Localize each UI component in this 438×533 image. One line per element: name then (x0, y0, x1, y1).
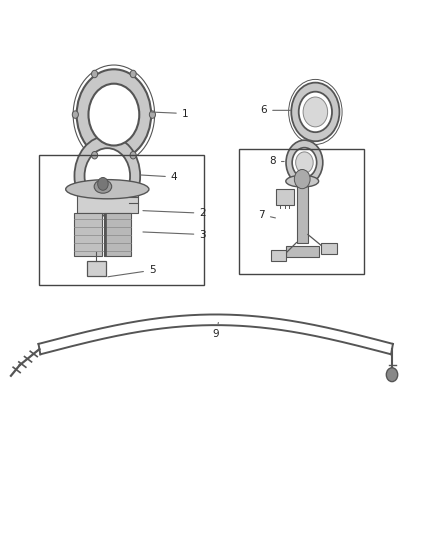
Circle shape (296, 152, 313, 173)
Circle shape (74, 136, 140, 216)
Circle shape (88, 84, 139, 146)
Bar (297, 181, 308, 243)
Bar (271, 250, 286, 261)
Text: 8: 8 (269, 157, 284, 166)
Text: 7: 7 (258, 210, 276, 220)
Bar (104, 213, 131, 256)
Circle shape (92, 151, 98, 159)
Circle shape (291, 83, 339, 141)
Bar (77, 189, 138, 213)
Circle shape (77, 69, 151, 160)
Circle shape (286, 140, 323, 185)
Bar (239, 149, 364, 274)
Bar (74, 213, 102, 256)
Circle shape (85, 148, 130, 204)
Text: 6: 6 (261, 106, 291, 115)
Bar (276, 189, 294, 205)
Ellipse shape (286, 175, 318, 187)
Text: 1: 1 (152, 109, 188, 118)
Circle shape (98, 177, 108, 190)
Circle shape (292, 148, 317, 177)
Bar (39, 155, 204, 285)
Text: 9: 9 (212, 322, 219, 339)
Ellipse shape (94, 180, 112, 193)
Text: 2: 2 (143, 208, 206, 218)
Circle shape (303, 97, 328, 127)
Circle shape (130, 151, 136, 159)
Circle shape (149, 111, 155, 118)
Bar (286, 246, 319, 257)
Bar (321, 243, 337, 254)
Circle shape (386, 368, 398, 382)
Circle shape (294, 169, 310, 189)
Bar (87, 261, 106, 276)
Circle shape (92, 70, 98, 78)
Text: 4: 4 (141, 172, 177, 182)
Circle shape (130, 70, 136, 78)
Circle shape (299, 92, 332, 132)
Text: 3: 3 (143, 230, 206, 239)
Bar (104, 213, 106, 256)
Text: 5: 5 (108, 265, 155, 277)
Circle shape (72, 111, 78, 118)
Ellipse shape (66, 180, 149, 199)
